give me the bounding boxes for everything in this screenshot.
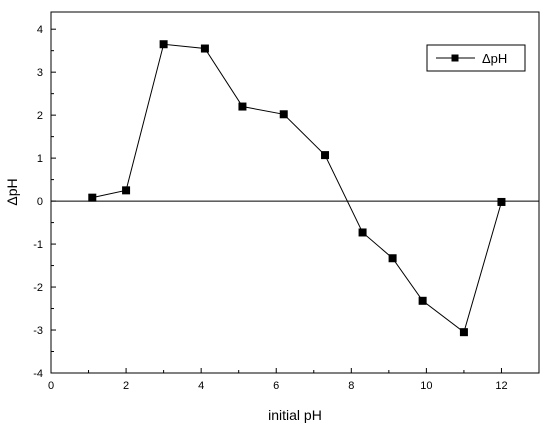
x-axis-title: initial pH [268, 407, 322, 423]
data-point [459, 328, 468, 337]
data-point [200, 44, 209, 53]
data-point [321, 151, 330, 160]
data-point [88, 193, 97, 202]
series-points [88, 40, 506, 337]
x-tick-label: 10 [420, 380, 432, 392]
y-tick-label: 2 [37, 110, 43, 122]
data-point [418, 296, 427, 305]
legend-marker [451, 54, 459, 62]
data-point [159, 40, 168, 49]
x-axis: 0 2 4 6 8 10 12 [48, 368, 508, 392]
y-tick-label: -4 [33, 368, 43, 380]
data-point [388, 254, 397, 263]
data-point [122, 186, 131, 195]
data-point [497, 197, 506, 206]
y-tick-label: -3 [33, 325, 43, 337]
y-tick-label: 1 [37, 153, 43, 165]
y-tick-label: -2 [33, 282, 43, 294]
legend-label: ΔpH [482, 51, 507, 66]
x-tick-label: 12 [495, 380, 507, 392]
x-tick-label: 6 [273, 380, 279, 392]
x-tick-label: 0 [48, 380, 54, 392]
data-point [358, 228, 367, 237]
legend: ΔpH [426, 44, 526, 72]
legend-box [426, 44, 526, 72]
data-point [238, 102, 247, 111]
series-line [92, 43, 502, 334]
x-tick-label: 4 [198, 380, 204, 392]
x-tick-label: 2 [123, 380, 129, 392]
y-tick-label: 0 [37, 196, 43, 208]
y-axis: -4 -3 -2 -1 0 1 2 3 4 [33, 24, 56, 380]
data-point [279, 110, 288, 119]
y-tick-label: 3 [37, 67, 43, 79]
x-tick-label: 8 [348, 380, 354, 392]
y-tick-label: -1 [33, 239, 43, 251]
plot-area [50, 11, 540, 374]
y-axis-title: ΔpH [4, 178, 20, 205]
y-tick-label: 4 [37, 24, 43, 36]
